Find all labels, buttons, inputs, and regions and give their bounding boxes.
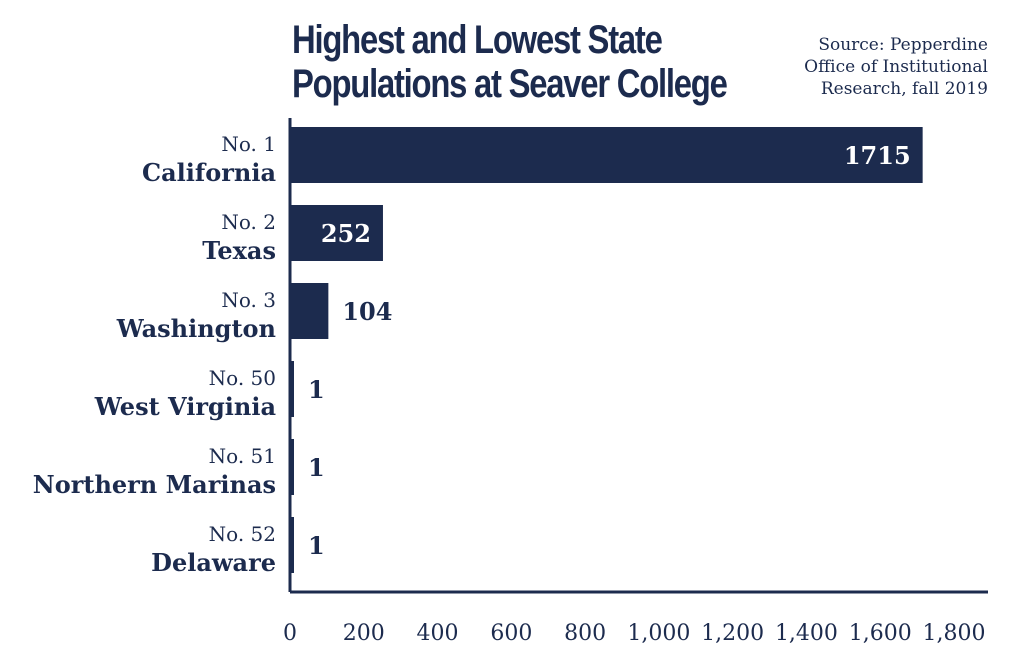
source-line-1: Source: Pepperdine [818,35,988,55]
source-line-3: Research, fall 2019 [820,79,988,99]
bar-0 [290,127,923,183]
rank-label-2: No. 3 [221,288,276,312]
chart-title-line-1: Highest and Lowest State [292,18,663,62]
rank-label-4: No. 51 [209,444,276,468]
bar-4 [290,439,294,495]
x-tick-label-3: 600 [490,621,532,646]
x-tick-label-2: 400 [417,621,459,646]
value-label-5: 1 [308,531,325,560]
category-label-3: West Virginia [94,392,276,421]
rank-label-3: No. 50 [209,366,276,390]
rank-label-0: No. 1 [221,132,276,156]
source-note: Source: Pepperdine Office of Institution… [804,34,988,100]
source-line-2: Office of Institutional [804,57,988,77]
bar-5 [290,517,294,573]
x-tick-label-4: 800 [564,621,606,646]
x-tick-label-1: 200 [343,621,385,646]
x-tick-label-7: 1,400 [775,621,838,646]
x-tick-label-8: 1,600 [849,621,912,646]
category-label-1: Texas [202,236,276,265]
value-label-3: 1 [308,375,325,404]
category-label-2: Washington [116,314,276,343]
x-tick-label-9: 1,800 [923,621,986,646]
chart-title: Highest and Lowest State Populations at … [292,18,728,106]
x-tick-label-5: 1,000 [627,621,690,646]
category-label-4: Northern Marinas [33,470,276,499]
value-label-1: 252 [321,219,371,248]
rank-label-1: No. 2 [221,210,276,234]
bar-1 [290,205,383,261]
category-label-0: California [142,158,276,187]
value-label-4: 1 [308,453,325,482]
bar-3 [290,361,294,417]
x-tick-label-6: 1,200 [701,621,764,646]
value-label-0: 1715 [844,141,911,170]
x-tick-label-0: 0 [283,621,297,646]
rank-label-5: No. 52 [209,522,276,546]
category-label-5: Delaware [151,548,276,577]
value-label-2: 104 [342,297,392,326]
bar-2 [290,283,329,339]
chart-title-line-2: Populations at Seaver College [292,62,728,106]
